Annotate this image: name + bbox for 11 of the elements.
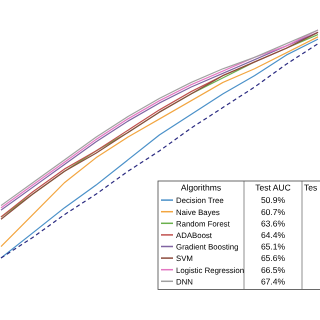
legend-title: Algorithms [180,182,222,193]
text: 66.5% [260,264,286,275]
annotation: 65.6% [260,253,286,264]
annotation: Tes [304,182,318,193]
annotation: Test AUC [255,182,291,193]
annotation: 64.4% [260,230,286,240]
text: 67.4% [260,276,286,286]
annotation: 65.1% [260,242,286,252]
annotation: 50.9% [260,195,286,206]
annotation: 63.6% [260,218,286,228]
annotation: 60.7% [260,206,286,217]
